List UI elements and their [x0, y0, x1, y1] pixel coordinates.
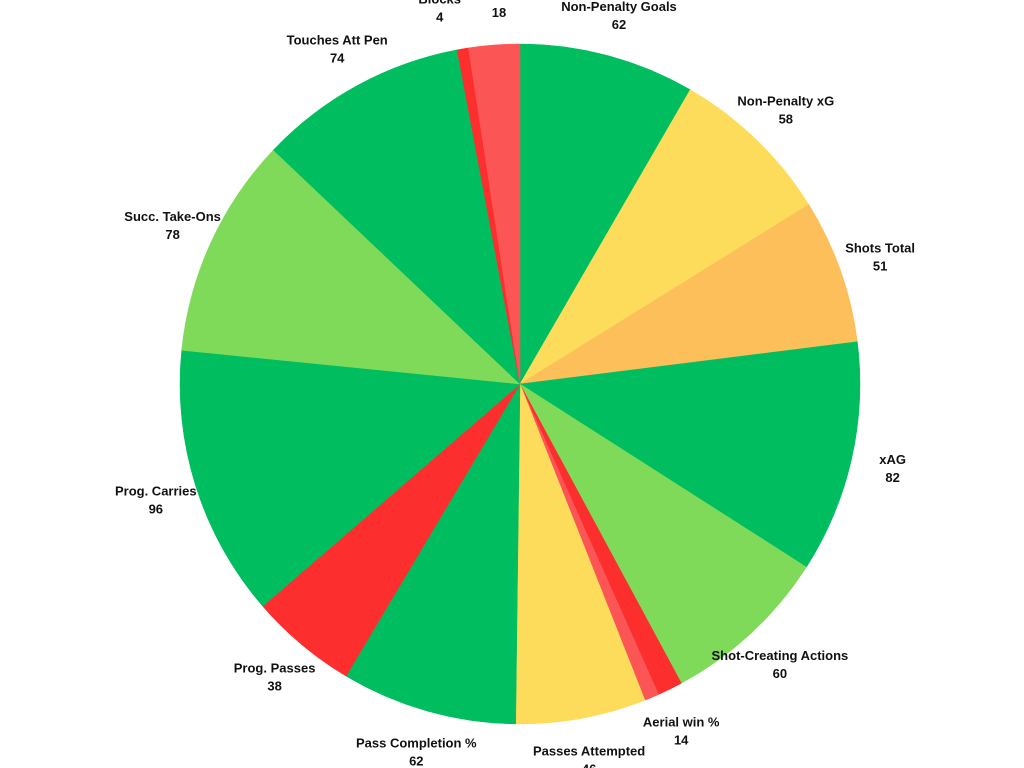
slice-non-penalty-xg [519, 89, 810, 385]
slice-label-name: Shot-Creating Actions [712, 648, 849, 663]
slice-ints [468, 43, 521, 385]
label-touches-att-pen: Touches Att Pen 74 [287, 33, 388, 66]
slice-label-value: 96 [149, 501, 163, 516]
slice-label-value: 46 [582, 762, 596, 768]
slice-label-value: 18 [492, 5, 506, 20]
slice-label-name: Ints [487, 0, 510, 2]
slice-pass-completion-pct [345, 383, 521, 725]
slice-shot-creating-actions [519, 383, 807, 684]
slice-label-value: 82 [885, 470, 899, 485]
pie-slices [179, 43, 861, 725]
slice-shots-total [519, 204, 858, 385]
label-shot-creating-actions: Shot-Creating Actions 60 [712, 648, 849, 681]
label-pass-completion-pct: Pass Completion % 62 [356, 736, 477, 768]
slice-succ-take-ons [181, 149, 521, 385]
slice-passes-attempted [515, 383, 646, 725]
label-succ-take-ons: Succ. Take-Ons 78 [124, 209, 221, 242]
slice-label-name: xAG [879, 452, 906, 467]
slice-label-name: Succ. Take-Ons [124, 209, 221, 224]
label-blocks: Blocks 4 [418, 0, 461, 25]
slice-xag [519, 341, 861, 568]
slice-label-value: 4 [436, 10, 444, 25]
label-non-penalty-goals: Non-Penalty Goals 62 [561, 0, 677, 32]
slice-label-value: 78 [165, 227, 179, 242]
slice-label-name: Non-Penalty xG [737, 94, 834, 109]
slice-label-value: 74 [330, 51, 345, 66]
slice-label-name: Touches Att Pen [287, 33, 388, 48]
label-passes-attempted: Passes Attempted 46 [533, 744, 645, 768]
slice-label-value: 62 [612, 17, 626, 32]
slice-label-value: 14 [674, 732, 689, 747]
slice-label-name: Prog. Carries [115, 483, 197, 498]
slice-non-penalty-goals [519, 43, 691, 385]
slice-label-value: 62 [409, 754, 423, 768]
slice-label-value: 51 [873, 259, 887, 274]
slice-label-name: Passes Attempted [533, 744, 645, 759]
label-shots-total: Shots Total 51 [845, 241, 915, 274]
label-prog-passes: Prog. Passes 38 [234, 661, 316, 694]
slice-label-name: Pass Completion % [356, 736, 477, 751]
slice-label-name: Aerial win % [643, 714, 720, 729]
label-aerial-win-pct: Aerial win % 14 [643, 714, 720, 747]
slice-label-name: Prog. Passes [234, 661, 316, 676]
slice-prog-carries [179, 349, 521, 607]
slice-label-name: Non-Penalty Goals [561, 0, 677, 14]
label-prog-carries: Prog. Carries 96 [115, 483, 197, 516]
pie-labels: Non-Penalty Goals 62 Non-Penalty xG 58 Shots… [115, 0, 915, 768]
slice-touches-att-pen [272, 49, 521, 385]
label-xag: xAG 82 [879, 452, 906, 485]
slice-label-name: Blocks [418, 0, 461, 7]
slice-label-value: 60 [773, 666, 787, 681]
slice-label-value: 38 [267, 679, 281, 694]
slice-label-name: Shots Total [845, 241, 915, 256]
slice-label-value: 58 [779, 112, 793, 127]
label-ints: Ints 18 [487, 0, 510, 20]
label-non-penalty-xg: Non-Penalty xG 58 [737, 94, 834, 127]
